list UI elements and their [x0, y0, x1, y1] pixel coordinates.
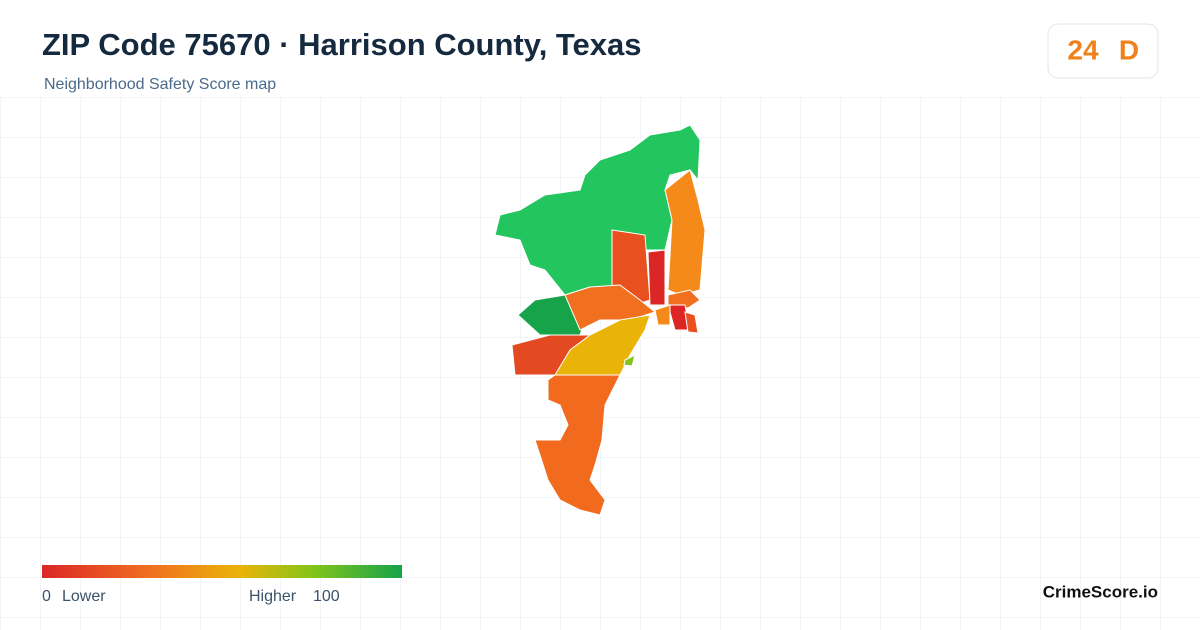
score-value: 24 — [1067, 34, 1099, 65]
subtitle: Neighborhood Safety Score map — [44, 76, 276, 93]
area — [667, 289, 701, 309]
brand: CrimeScore.io — [1043, 582, 1158, 601]
area — [654, 304, 671, 326]
legend-min: 0 — [42, 588, 51, 605]
area — [647, 249, 666, 306]
score-grade: D — [1119, 34, 1139, 65]
legend-scale — [42, 565, 402, 578]
area — [684, 311, 699, 334]
area — [623, 354, 636, 367]
legend-min-label: Lower — [62, 588, 106, 605]
title: ZIP Code 75670 · Harrison County, Texas — [42, 27, 642, 62]
area — [664, 169, 706, 296]
legend-max-label: Higher — [249, 588, 297, 605]
area — [534, 374, 621, 516]
zip-map — [494, 124, 706, 516]
score-badge — [1047, 23, 1159, 79]
legend-max: 100 — [313, 588, 340, 605]
